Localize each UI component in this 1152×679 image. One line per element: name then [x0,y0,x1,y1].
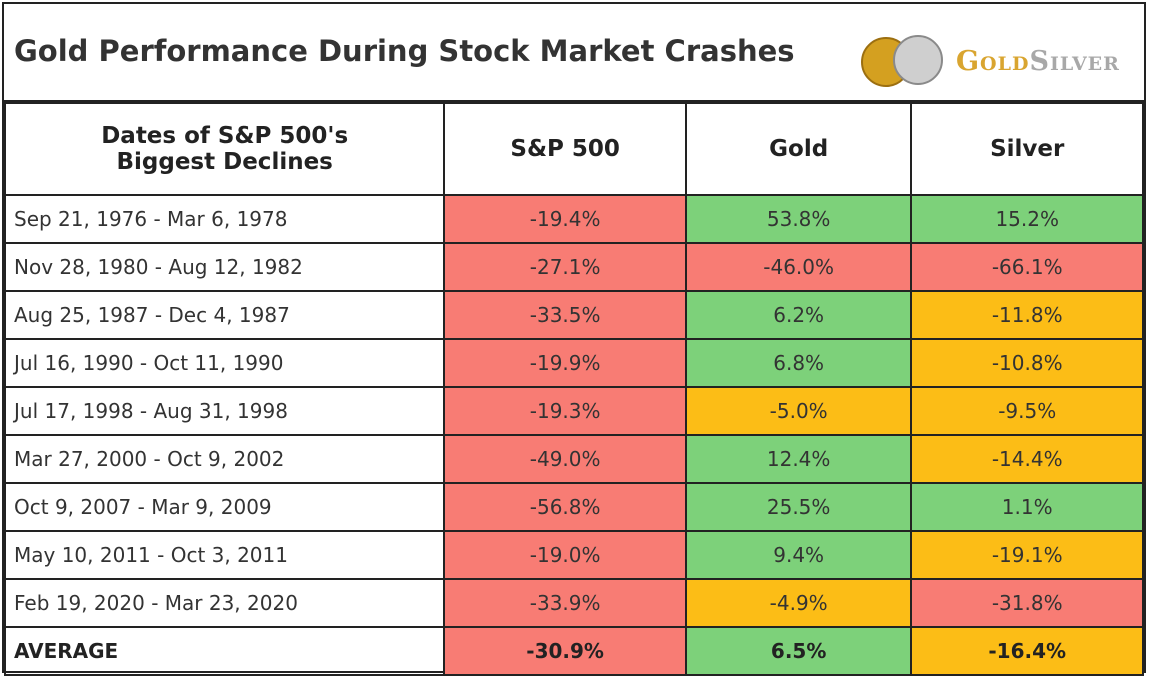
title-bar: Gold Performance During Stock Market Cra… [4,4,1144,102]
value-cell: -33.9% [443,578,687,628]
value-cell: -31.8% [910,578,1144,628]
table-row: AVERAGE -30.9% 6.5% -16.4% [3,626,1144,676]
value-cell: 6.5% [684,626,913,676]
date-cell: AVERAGE [3,626,446,676]
date-cell: Sep 21, 1976 - Mar 6, 1978 [3,194,446,244]
date-cell: Oct 9, 2007 - Mar 9, 2009 [3,482,446,532]
date-cell: Feb 19, 2020 - Mar 23, 2020 [3,578,446,628]
value-cell: -33.5% [443,290,687,340]
value-cell: 6.2% [684,290,913,340]
value-cell: -16.4% [910,626,1144,676]
table-row: Feb 19, 2020 - Mar 23, 2020 -33.9% -4.9% -3… [3,578,1144,628]
table: Dates of S&P 500's Biggest Declines S&P 5… [3,102,1144,676]
value-cell: -19.3% [443,386,687,436]
logo-text: GoldSilver [956,46,1120,77]
table-row: Jul 16, 1990 - Oct 11, 1990 -19.9% 6.8% -10… [3,338,1144,388]
value-cell: 6.8% [684,338,913,388]
date-cell: Jul 16, 1990 - Oct 11, 1990 [3,338,446,388]
logo-coins [861,35,943,87]
table-row: Mar 27, 2000 - Oct 9, 2002 -49.0% 12.4% -14… [3,434,1144,484]
header-cell: Gold [684,102,913,196]
table-row: Sep 21, 1976 - Mar 6, 1978 -19.4% 53.8% 15.… [3,194,1144,244]
value-cell: 53.8% [684,194,913,244]
date-cell: Aug 25, 1987 - Dec 4, 1987 [3,290,446,340]
value-cell: 12.4% [684,434,913,484]
logo: GoldSilver [856,32,1146,92]
table-row: Nov 28, 1980 - Aug 12, 1982 -27.1% -46.0% -… [3,242,1144,292]
value-cell: -49.0% [443,434,687,484]
value-cell: -14.4% [910,434,1144,484]
value-cell: 25.5% [684,482,913,532]
value-cell: 9.4% [684,530,913,580]
date-cell: May 10, 2011 - Oct 3, 2011 [3,530,446,580]
value-cell: -19.1% [910,530,1144,580]
logo-silver: Silver [1029,46,1120,77]
table-row: Oct 9, 2007 - Mar 9, 2009 -56.8% 25.5% 1.1% [3,482,1144,532]
value-cell: -56.8% [443,482,687,532]
logo-gold: Gold [956,46,1030,77]
date-cell: Jul 17, 1998 - Aug 31, 1998 [3,386,446,436]
value-cell: -9.5% [910,386,1144,436]
value-cell: 1.1% [910,482,1144,532]
header-cell: Dates of S&P 500's Biggest Declines [3,102,446,196]
value-cell: -30.9% [443,626,687,676]
value-cell: -10.8% [910,338,1144,388]
value-cell: 15.2% [910,194,1144,244]
value-cell: -19.4% [443,194,687,244]
header-cell: Silver [910,102,1144,196]
date-cell: Nov 28, 1980 - Aug 12, 1982 [3,242,446,292]
table-row: May 10, 2011 - Oct 3, 2011 -19.0% 9.4% -19.… [3,530,1144,580]
table-row: Jul 17, 1998 - Aug 31, 1998 -19.3% -5.0% -9… [3,386,1144,436]
value-cell: -19.0% [443,530,687,580]
table-row: Aug 25, 1987 - Dec 4, 1987 -33.5% 6.2% -11.… [3,290,1144,340]
value-cell: -46.0% [684,242,913,292]
value-cell: -66.1% [910,242,1144,292]
title: Gold Performance During Stock Market Cra… [14,34,795,68]
value-cell: -27.1% [443,242,687,292]
value-cell: -19.9% [443,338,687,388]
value-cell: -4.9% [684,578,913,628]
value-cell: -5.0% [684,386,913,436]
header-row: Dates of S&P 500's Biggest Declines S&P 5… [3,102,1144,196]
value-cell: -11.8% [910,290,1144,340]
date-cell: Mar 27, 2000 - Oct 9, 2002 [3,434,446,484]
header-cell: S&P 500 [443,102,687,196]
